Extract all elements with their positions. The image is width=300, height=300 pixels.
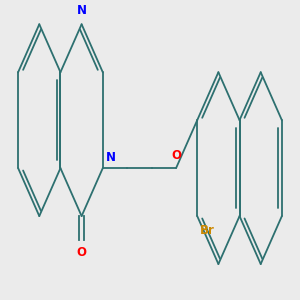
Text: N: N (76, 4, 87, 17)
Text: O: O (76, 246, 87, 259)
Text: O: O (171, 149, 181, 162)
Text: N: N (106, 151, 116, 164)
Text: Br: Br (200, 224, 215, 237)
